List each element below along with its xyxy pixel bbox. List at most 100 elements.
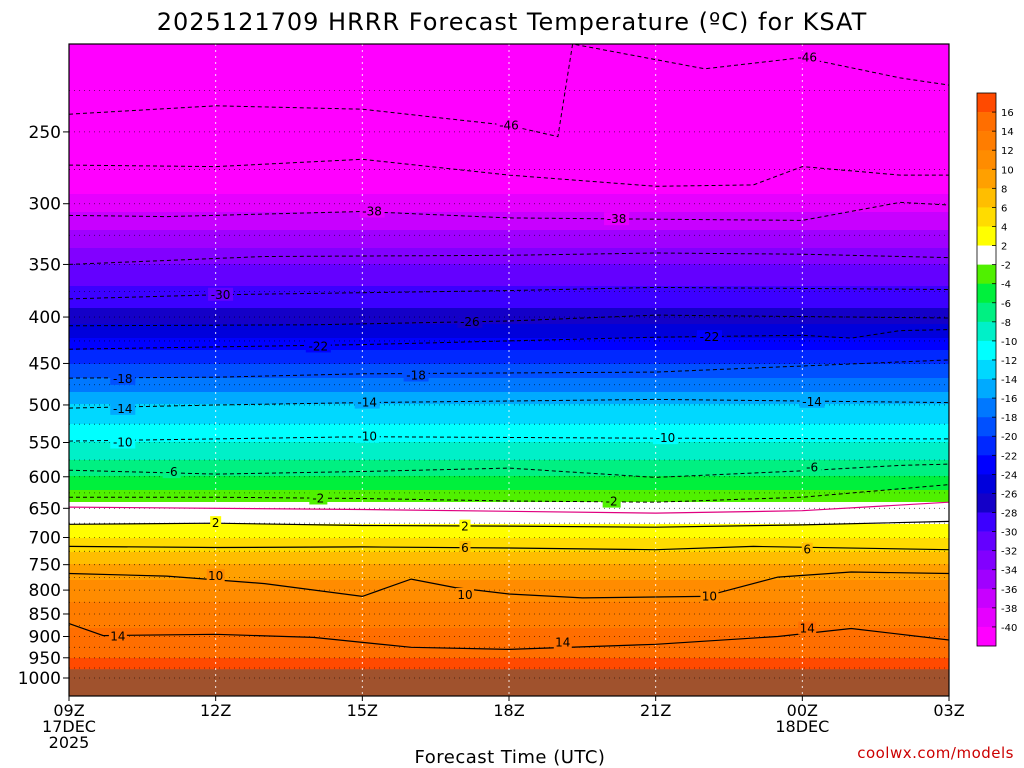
field-band [69, 52, 949, 55]
colorbar-swatch [977, 188, 996, 208]
field-band [69, 160, 949, 163]
contour-label-bg [110, 371, 136, 385]
colorbar-label: -6 [1001, 299, 1011, 310]
field-band [69, 166, 949, 169]
field-band [69, 220, 949, 223]
field-band [69, 394, 949, 397]
colorbar-swatch [977, 550, 996, 571]
field-band [69, 402, 949, 405]
contour-line [68, 252, 950, 265]
field-band [69, 196, 949, 199]
colorbar-label: -14 [1001, 375, 1017, 386]
colorbar-swatch [977, 512, 996, 532]
field-band [69, 586, 949, 589]
field-band [69, 202, 949, 205]
field-band [69, 514, 949, 517]
field-band [69, 100, 949, 103]
field-band [69, 588, 949, 591]
colorbar-label: -40 [1001, 623, 1017, 634]
field-band [69, 430, 949, 433]
contour-label-bg [305, 339, 331, 353]
colorbar-label: 2 [1001, 242, 1007, 253]
contour-label: -38 [362, 205, 382, 219]
x-tick-label: 18Z [493, 701, 524, 720]
field-band [69, 378, 949, 381]
field-band [69, 490, 949, 493]
colorbar-label: 12 [1001, 146, 1014, 157]
colorbar-legend: 16 14 12 10 8 6 4 2 -2 -4 -6 -8 -10 -12 -14 -16 -18 -20 -2… [976, 92, 1017, 647]
colorbar-swatch [977, 169, 996, 189]
contour-label: -6 [806, 460, 818, 474]
field-band [69, 444, 949, 447]
field-band [69, 388, 949, 391]
field-band [69, 76, 949, 79]
field-band [69, 556, 949, 559]
contour-label: -6 [166, 465, 178, 479]
y-tick-label: 450 [29, 354, 61, 374]
field-band [69, 262, 949, 265]
field-band [69, 342, 949, 345]
contour-label-bg [456, 587, 474, 601]
field-band [69, 46, 949, 49]
field-band [69, 520, 949, 523]
y-tick-label: 300 [29, 195, 61, 215]
field-band [69, 324, 949, 327]
colorbar-swatch [977, 569, 996, 590]
x-tick-label: 09Z [53, 701, 84, 720]
colorbar-label: -32 [1001, 547, 1017, 558]
field-band [69, 592, 949, 595]
field-band [69, 288, 949, 291]
field-band [69, 570, 949, 573]
isotherm-contours [68, 43, 950, 651]
colorbar-swatch [977, 436, 996, 456]
colorbar-swatch [977, 474, 996, 494]
contour-label: -26 [460, 315, 480, 329]
y-tick-label: 750 [29, 556, 61, 576]
field-band [69, 280, 949, 283]
field-band [69, 466, 949, 469]
field-band [69, 618, 949, 621]
y-axis-ticks: 2503003504004505005506006507007508008509… [18, 123, 69, 689]
field-band [69, 258, 949, 261]
field-band [69, 468, 949, 471]
contour-label-bg [110, 401, 136, 415]
field-band [69, 358, 949, 361]
field-band [69, 460, 949, 463]
field-band [69, 138, 949, 141]
colorbar-label: -36 [1001, 585, 1017, 596]
field-band [69, 292, 949, 295]
contour-line [68, 43, 950, 138]
field-band [69, 208, 949, 211]
contour-label-bg [208, 287, 234, 301]
field-band [69, 82, 949, 85]
field-band [69, 192, 949, 195]
field-band [69, 400, 949, 403]
contour-label-bg [700, 589, 719, 603]
field-band [69, 376, 949, 379]
field-band [69, 528, 949, 531]
colorbar-swatch [977, 588, 996, 609]
colorbar-swatch [977, 607, 996, 628]
field-band [69, 306, 949, 309]
field-band [69, 244, 949, 247]
field-band [69, 294, 949, 297]
contour-label: -30 [211, 288, 231, 302]
field-band [69, 178, 949, 181]
contour-label-bg [210, 516, 222, 530]
field-band [69, 600, 949, 603]
field-band [69, 478, 949, 481]
contour-label-bg [496, 118, 522, 132]
colorbar-label: -16 [1001, 394, 1017, 405]
field-band [69, 184, 949, 187]
field-band [69, 612, 949, 615]
colorbar-label: -34 [1001, 566, 1017, 577]
colorbar-label: -18 [1001, 413, 1017, 424]
y-tick-label: 950 [29, 649, 61, 669]
colorbar-swatch [977, 93, 996, 113]
grid-lines [68, 44, 950, 696]
field-band [69, 396, 949, 399]
x-tick-label: 17DEC [42, 717, 96, 736]
field-band [69, 552, 949, 555]
field-band [69, 484, 949, 487]
contour-label: 10 [457, 588, 472, 602]
